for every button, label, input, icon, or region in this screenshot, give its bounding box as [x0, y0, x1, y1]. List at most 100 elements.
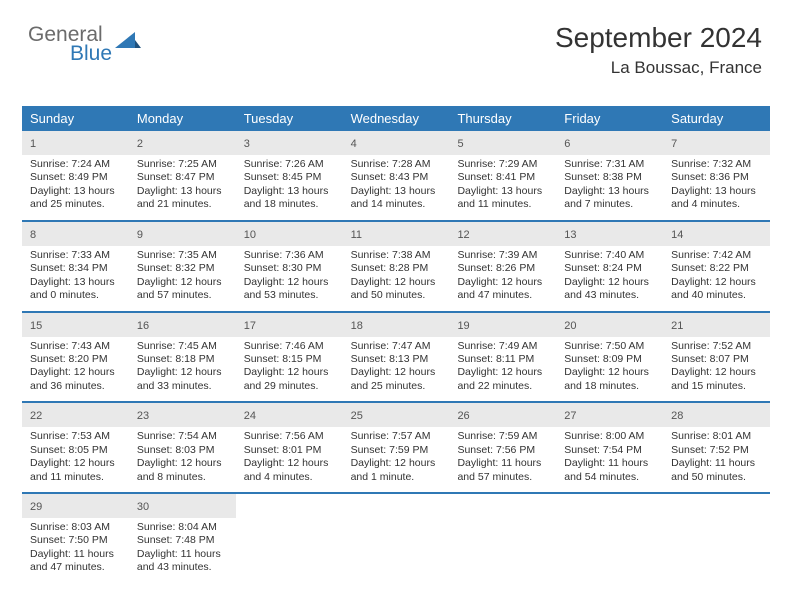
daylight-text-line1: Daylight: 13 hours: [671, 185, 762, 198]
calendar: SundayMondayTuesdayWednesdayThursdayFrid…: [22, 106, 770, 583]
day-cell: 12Sunrise: 7:39 AMSunset: 8:26 PMDayligh…: [449, 222, 556, 311]
week-row: 1Sunrise: 7:24 AMSunset: 8:49 PMDaylight…: [22, 131, 770, 222]
daylight-text-line1: Daylight: 12 hours: [244, 366, 335, 379]
sunset-text: Sunset: 7:50 PM: [30, 534, 121, 547]
day-cell: 9Sunrise: 7:35 AMSunset: 8:32 PMDaylight…: [129, 222, 236, 311]
sunset-text: Sunset: 7:54 PM: [564, 444, 655, 457]
day-number-bar: 10: [236, 222, 343, 246]
day-body: Sunrise: 8:01 AMSunset: 7:52 PMDaylight:…: [663, 427, 770, 484]
day-number: 30: [137, 501, 149, 513]
day-cell: 1Sunrise: 7:24 AMSunset: 8:49 PMDaylight…: [22, 131, 129, 220]
weekday-header: Sunday: [22, 106, 129, 131]
sunrise-text: Sunrise: 7:57 AM: [351, 430, 442, 443]
week-row: 8Sunrise: 7:33 AMSunset: 8:34 PMDaylight…: [22, 222, 770, 313]
day-cell: 25Sunrise: 7:57 AMSunset: 7:59 PMDayligh…: [343, 403, 450, 492]
day-body: Sunrise: 7:57 AMSunset: 7:59 PMDaylight:…: [343, 427, 450, 484]
sunset-text: Sunset: 8:28 PM: [351, 262, 442, 275]
daylight-text-line2: and 40 minutes.: [671, 289, 762, 302]
title-location: La Boussac, France: [555, 58, 762, 78]
logo: General Blue: [28, 24, 141, 64]
sunrise-text: Sunrise: 7:46 AM: [244, 340, 335, 353]
daylight-text-line2: and 43 minutes.: [137, 561, 228, 574]
sunset-text: Sunset: 8:30 PM: [244, 262, 335, 275]
sunrise-text: Sunrise: 7:38 AM: [351, 249, 442, 262]
day-number-bar: 5: [449, 131, 556, 155]
daylight-text-line2: and 47 minutes.: [30, 561, 121, 574]
daylight-text-line1: Daylight: 12 hours: [244, 276, 335, 289]
weekday-header: Saturday: [663, 106, 770, 131]
day-number-bar: 16: [129, 313, 236, 337]
weekday-header-row: SundayMondayTuesdayWednesdayThursdayFrid…: [22, 106, 770, 131]
daylight-text-line1: Daylight: 12 hours: [564, 366, 655, 379]
daylight-text-line1: Daylight: 12 hours: [244, 457, 335, 470]
daylight-text-line1: Daylight: 13 hours: [564, 185, 655, 198]
sunset-text: Sunset: 8:34 PM: [30, 262, 121, 275]
sunset-text: Sunset: 8:03 PM: [137, 444, 228, 457]
sunrise-text: Sunrise: 7:53 AM: [30, 430, 121, 443]
daylight-text-line1: Daylight: 13 hours: [137, 185, 228, 198]
sunset-text: Sunset: 8:24 PM: [564, 262, 655, 275]
day-body: Sunrise: 7:35 AMSunset: 8:32 PMDaylight:…: [129, 246, 236, 303]
day-body: Sunrise: 7:52 AMSunset: 8:07 PMDaylight:…: [663, 337, 770, 394]
day-number: 26: [457, 410, 469, 422]
day-body: Sunrise: 7:36 AMSunset: 8:30 PMDaylight:…: [236, 246, 343, 303]
sunrise-text: Sunrise: 8:00 AM: [564, 430, 655, 443]
daylight-text-line2: and 0 minutes.: [30, 289, 121, 302]
day-cell: 28Sunrise: 8:01 AMSunset: 7:52 PMDayligh…: [663, 403, 770, 492]
day-number-bar: 20: [556, 313, 663, 337]
sunset-text: Sunset: 7:52 PM: [671, 444, 762, 457]
daylight-text-line2: and 47 minutes.: [457, 289, 548, 302]
sunset-text: Sunset: 8:09 PM: [564, 353, 655, 366]
sunrise-text: Sunrise: 7:33 AM: [30, 249, 121, 262]
day-cell: 30Sunrise: 8:04 AMSunset: 7:48 PMDayligh…: [129, 494, 236, 583]
daylight-text-line2: and 50 minutes.: [351, 289, 442, 302]
daylight-text-line2: and 21 minutes.: [137, 198, 228, 211]
sunrise-text: Sunrise: 7:26 AM: [244, 158, 335, 171]
day-cell: 7Sunrise: 7:32 AMSunset: 8:36 PMDaylight…: [663, 131, 770, 220]
sunset-text: Sunset: 8:47 PM: [137, 171, 228, 184]
daylight-text-line2: and 50 minutes.: [671, 471, 762, 484]
day-number: 3: [244, 138, 250, 150]
logo-triangle-icon: [115, 30, 141, 52]
day-number-bar: 2: [129, 131, 236, 155]
day-number-bar: 22: [22, 403, 129, 427]
sunset-text: Sunset: 8:18 PM: [137, 353, 228, 366]
daylight-text-line2: and 25 minutes.: [351, 380, 442, 393]
day-number: 12: [457, 229, 469, 241]
sunrise-text: Sunrise: 7:39 AM: [457, 249, 548, 262]
day-body: Sunrise: 7:47 AMSunset: 8:13 PMDaylight:…: [343, 337, 450, 394]
day-number-bar: 12: [449, 222, 556, 246]
day-body: Sunrise: 7:45 AMSunset: 8:18 PMDaylight:…: [129, 337, 236, 394]
sunrise-text: Sunrise: 8:01 AM: [671, 430, 762, 443]
week-row: 22 Sunrise: 7:53 AMSunset: 8:05 PM Dayligh…: [22, 403, 770, 494]
sunrise-text: Sunrise: 7:36 AM: [244, 249, 335, 262]
sunset-text: Sunset: 7:48 PM: [137, 534, 228, 547]
sunrise-text: Sunrise: 7:52 AM: [671, 340, 762, 353]
sunrise-text: Sunrise: 7:59 AM: [457, 430, 548, 443]
day-number: 23: [137, 410, 149, 422]
daylight-text-line2: and 11 minutes.: [30, 471, 121, 484]
page: General Blue September 2024 La Boussac, …: [0, 0, 792, 612]
sunset-text: Sunset: 8:15 PM: [244, 353, 335, 366]
week-row: 29Sunrise: 8:03 AMSunset: 7:50 PMDayligh…: [22, 494, 770, 583]
sunset-text: Sunset: 8:05 PM: [30, 444, 121, 457]
sunset-text: Sunset: 8:49 PM: [30, 171, 121, 184]
daylight-text-line2: and 25 minutes.: [30, 198, 121, 211]
day-cell: 23Sunrise: 7:54 AMSunset: 8:03 PMDayligh…: [129, 403, 236, 492]
day-cell-empty: [236, 494, 343, 583]
daylight-text-line1: Daylight: 13 hours: [351, 185, 442, 198]
sunset-text: Sunset: 8:38 PM: [564, 171, 655, 184]
sunrise-text: Sunrise: 7:40 AM: [564, 249, 655, 262]
sunrise-text: Sunrise: 7:32 AM: [671, 158, 762, 171]
day-cell-empty: [343, 494, 450, 583]
day-body: Sunrise: 7:42 AMSunset: 8:22 PMDaylight:…: [663, 246, 770, 303]
sunset-text: Sunset: 8:26 PM: [457, 262, 548, 275]
day-number: 14: [671, 229, 683, 241]
day-number: 17: [244, 320, 256, 332]
day-cell: 16Sunrise: 7:45 AMSunset: 8:18 PMDayligh…: [129, 313, 236, 402]
day-cell: 20Sunrise: 7:50 AMSunset: 8:09 PMDayligh…: [556, 313, 663, 402]
day-number-bar: 17: [236, 313, 343, 337]
sunset-text: Sunset: 8:22 PM: [671, 262, 762, 275]
day-number: 2: [137, 138, 143, 150]
daylight-text-line1: Daylight: 12 hours: [457, 366, 548, 379]
